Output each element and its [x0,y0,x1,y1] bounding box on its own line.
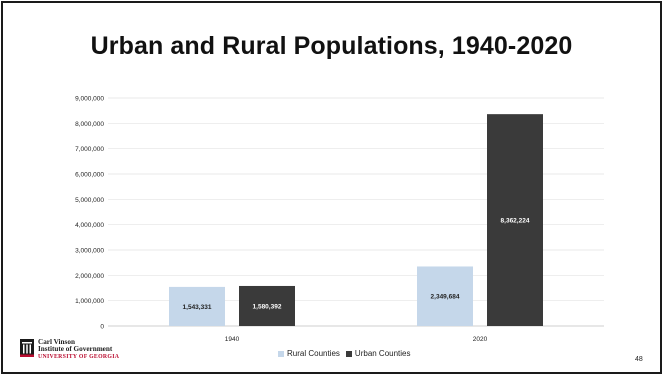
y-tick-label: 5,000,000 [75,197,104,204]
bar-urban-counties-2020 [487,114,543,327]
chart-title: Urban and Rural Populations, 1940-2020 [90,32,573,60]
page-number: 48 [635,356,643,363]
y-tick-label: 2,000,000 [75,273,104,280]
arch-icon [20,339,34,357]
slide [1,1,662,374]
legend-label-urban: Urban Counties [354,349,411,358]
legend-swatch-urban [345,350,352,357]
y-tick-label: 0 [100,324,104,331]
x-tick-label: 2020 [473,336,488,343]
y-tick-label: 9,000,000 [75,96,104,103]
legend-label-rural: Rural Counties [287,349,340,358]
chart-legend: Rural Counties Urban Counties [278,349,417,358]
logo-line-1: Carl Vinson [38,338,75,346]
data-label: 2,349,684 [431,294,460,301]
data-label: 1,543,331 [183,304,212,311]
institute-logo: Carl Vinson Institute of Government UNIV… [20,338,170,363]
y-tick-label: 8,000,000 [75,121,104,128]
y-tick-label: 7,000,000 [75,146,104,153]
y-tick-label: 6,000,000 [75,172,104,179]
legend-item-rural: Rural Counties [278,349,340,358]
bar-rural-counties-1940 [169,286,225,326]
x-tick-label: 1940 [225,336,240,343]
legend-swatch-rural [278,350,284,357]
bar-urban-counties-1940 [239,285,295,326]
data-label: 1,580,392 [253,303,282,310]
y-tick-label: 1,000,000 [75,298,104,305]
logo-text: Carl Vinson Institute of Government UNIV… [38,338,120,361]
y-tick-label: 4,000,000 [75,222,104,229]
legend-item-urban: Urban Counties [345,349,411,358]
logo-line-2: Institute of Government [38,345,113,354]
data-label: 8,362,224 [501,218,530,225]
y-tick-label: 3,000,000 [75,248,104,255]
logo-line-3: UNIVERSITY OF GEORGIA [38,353,120,360]
bar-rural-counties-2020 [417,266,473,326]
